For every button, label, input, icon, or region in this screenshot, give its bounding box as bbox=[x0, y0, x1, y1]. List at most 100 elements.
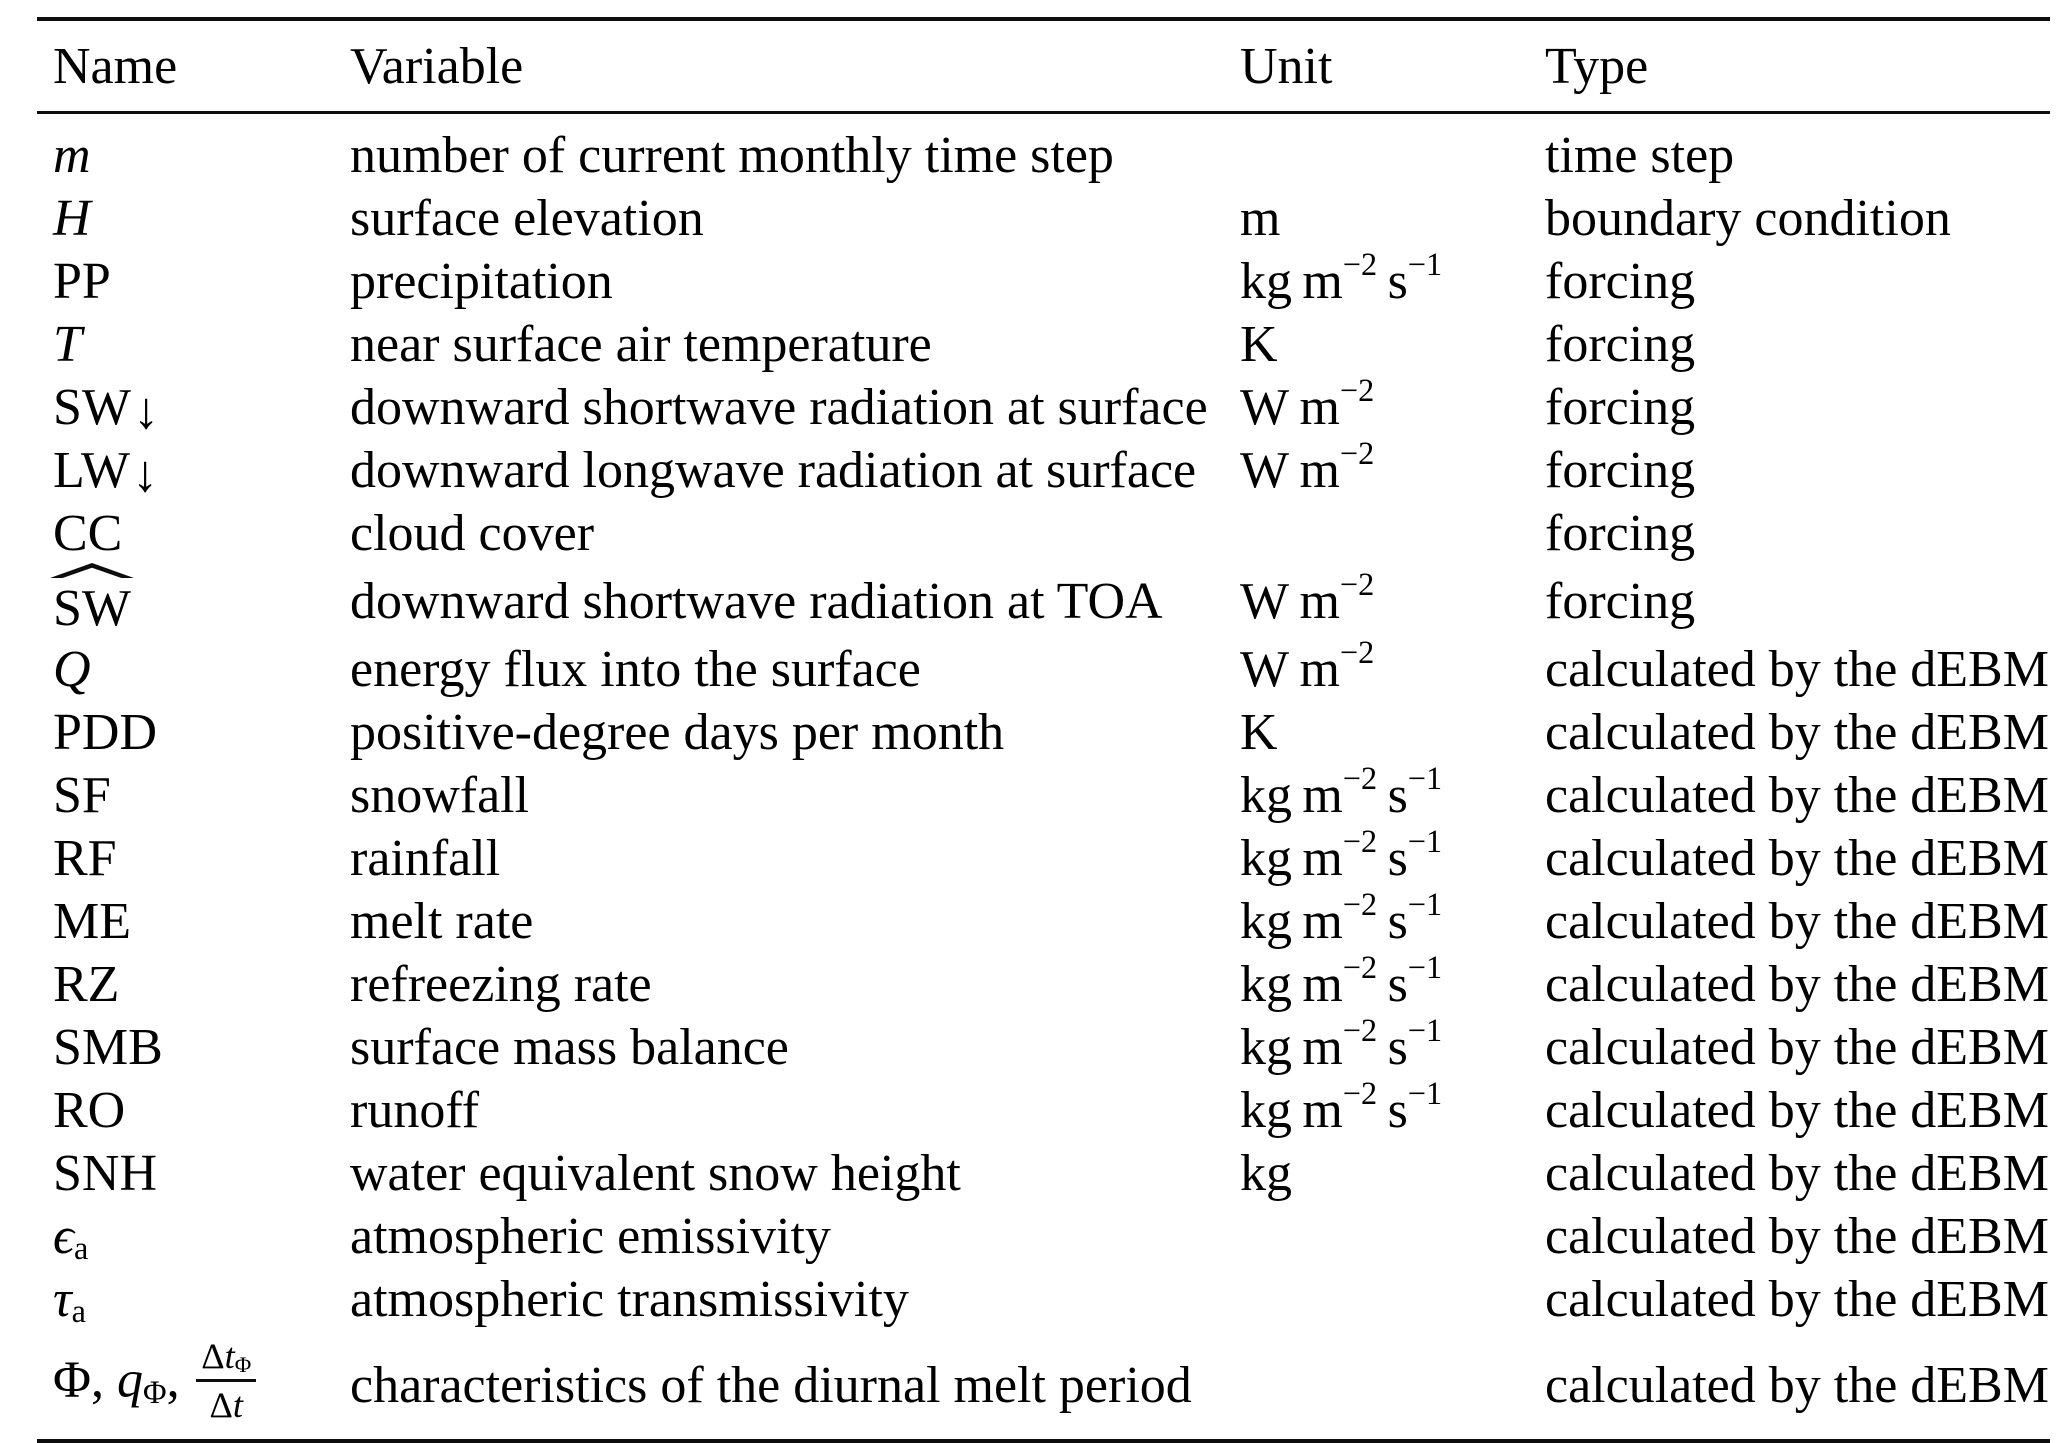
cell-name: PP bbox=[53, 253, 111, 310]
cell-unit: kg m−2 s−1 bbox=[1240, 1011, 1443, 1076]
cell-type: calculated by the dEBM bbox=[1545, 1271, 2049, 1328]
cell-type: time step bbox=[1545, 127, 1735, 184]
table-row: m number of current monthly time step ti… bbox=[37, 113, 2050, 188]
cell-variable: downward shortwave radiation at surface bbox=[350, 379, 1208, 436]
table-header: Name Variable Unit Type bbox=[37, 19, 2050, 114]
cell-type: calculated by the dEBM bbox=[1545, 1082, 2049, 1139]
header-row: Name Variable Unit Type bbox=[37, 19, 2050, 114]
cell-name: m bbox=[53, 127, 91, 184]
cell-name: SNH bbox=[53, 1145, 158, 1202]
table-row: SF snowfall kg m−2 s−1 calculated by the… bbox=[37, 759, 2050, 827]
table-row: LW↓ downward longwave radiation at surfa… bbox=[37, 434, 2050, 503]
variables-table-container: Name Variable Unit Type m number of curr… bbox=[37, 17, 2050, 1443]
cell-variable: cloud cover bbox=[350, 505, 595, 562]
cell-variable: positive-degree days per month bbox=[350, 704, 1005, 761]
cell-type: forcing bbox=[1545, 573, 1696, 630]
cell-unit: kg m−2 s−1 bbox=[1240, 948, 1443, 1013]
cell-type: forcing bbox=[1545, 316, 1696, 373]
cell-name: ME bbox=[53, 893, 131, 950]
table-row: SMB surface mass balance kg m−2 s−1 calc… bbox=[37, 1011, 2050, 1079]
cell-type: forcing bbox=[1545, 253, 1696, 310]
table-row: T near surface air temperature K forcing bbox=[37, 313, 2050, 376]
table-row: Q energy flux into the surface W m−2 cal… bbox=[37, 633, 2050, 701]
cell-variable: number of current monthly time step bbox=[350, 127, 1114, 184]
cell-name: Φ, qΦ, ΔtΦ Δt bbox=[37, 1331, 350, 1441]
cell-name: ϵa bbox=[53, 1208, 89, 1266]
column-header-name: Name bbox=[37, 19, 350, 114]
cell-variable: downward longwave radiation at surface bbox=[350, 442, 1197, 499]
cell-variable: atmospheric transmissivity bbox=[350, 1271, 909, 1328]
cell-type: calculated by the dEBM bbox=[1545, 830, 2049, 887]
cell-type: calculated by the dEBM bbox=[1545, 1019, 2049, 1076]
cell-unit bbox=[1240, 502, 1545, 565]
table-row: SW downward shortwave radiation at TOA W… bbox=[37, 565, 2050, 638]
cell-variable: runoff bbox=[350, 1082, 480, 1139]
cell-variable: refreezing rate bbox=[350, 956, 652, 1013]
cell-type: boundary condition bbox=[1545, 190, 1951, 247]
cell-variable: snowfall bbox=[350, 767, 530, 824]
cell-type: forcing bbox=[1545, 379, 1696, 436]
cell-type: forcing bbox=[1545, 505, 1696, 562]
cell-unit: kg m−2 s−1 bbox=[1240, 759, 1443, 824]
table-row: PDD positive-degree days per month K cal… bbox=[37, 701, 2050, 764]
cell-variable: precipitation bbox=[350, 253, 613, 310]
table-row: SNH water equivalent snow height kg calc… bbox=[37, 1142, 2050, 1205]
cell-unit: kg m−2 s−1 bbox=[1240, 822, 1443, 887]
cell-unit: kg m−2 s−1 bbox=[1240, 245, 1443, 310]
cell-type: calculated by the dEBM bbox=[1545, 767, 2049, 824]
table-row: H surface elevation m boundary condition bbox=[37, 187, 2050, 250]
cell-name: SMB bbox=[53, 1019, 163, 1076]
cell-unit: kg bbox=[1240, 1145, 1292, 1202]
cell-type: calculated by the dEBM bbox=[1545, 1145, 2049, 1202]
cell-unit: m bbox=[1240, 190, 1281, 247]
cell-unit bbox=[1240, 1331, 1545, 1441]
table-row: PP precipitation kg m−2 s−1 forcing bbox=[37, 245, 2050, 313]
cell-variable: water equivalent snow height bbox=[350, 1145, 961, 1202]
cell-name: τa bbox=[53, 1271, 86, 1329]
cell-type: calculated by the dEBM bbox=[1545, 1208, 2049, 1265]
cell-name: Q bbox=[53, 641, 91, 698]
cell-name: PDD bbox=[53, 704, 158, 761]
cell-variable: surface mass balance bbox=[350, 1019, 789, 1076]
cell-variable: surface elevation bbox=[350, 190, 704, 247]
cell-variable: melt rate bbox=[350, 893, 534, 950]
column-header-type: Type bbox=[1545, 19, 2050, 114]
cell-name: SW bbox=[53, 580, 131, 637]
table-row: ϵa atmospheric emissivity calculated by … bbox=[37, 1205, 2050, 1268]
table-row: τa atmospheric transmissivity calculated… bbox=[37, 1268, 2050, 1331]
cell-unit: W m−2 bbox=[1240, 565, 1375, 630]
cell-variable: downward shortwave radiation at TOA bbox=[350, 573, 1163, 630]
variables-table: Name Variable Unit Type m number of curr… bbox=[37, 17, 2050, 1443]
cell-type: calculated by the dEBM bbox=[1545, 704, 2049, 761]
table-row: CC cloud cover forcing bbox=[37, 502, 2050, 565]
table-row: Φ, qΦ, ΔtΦ Δt characteristics of the diur… bbox=[37, 1331, 2050, 1441]
table-row: RZ refreezing rate kg m−2 s−1 calculated… bbox=[37, 948, 2050, 1016]
cell-type: calculated by the dEBM bbox=[1545, 956, 2049, 1013]
table-row: RO runoff kg m−2 s−1 calculated by the d… bbox=[37, 1077, 2050, 1142]
cell-variable: near surface air temperature bbox=[350, 316, 932, 373]
table-row: RF rainfall kg m−2 s−1 calculated by the… bbox=[37, 822, 2050, 890]
column-header-unit: Unit bbox=[1240, 19, 1545, 114]
cell-unit: W m−2 bbox=[1240, 371, 1375, 436]
cell-unit bbox=[1240, 1268, 1545, 1331]
table-row: SW↓ downward shortwave radiation at surf… bbox=[37, 371, 2050, 441]
cell-variable: atmospheric emissivity bbox=[350, 1208, 831, 1265]
cell-type: calculated by the dEBM bbox=[1545, 641, 2049, 698]
cell-unit: W m−2 bbox=[1240, 434, 1375, 499]
cell-type: forcing bbox=[1545, 442, 1696, 499]
cell-name: H bbox=[53, 190, 91, 247]
cell-name: SF bbox=[53, 767, 111, 824]
cell-unit bbox=[1240, 1205, 1545, 1268]
cell-variable: energy flux into the surface bbox=[350, 641, 921, 698]
cell-name: SW↓ bbox=[53, 379, 160, 441]
column-header-variable: Variable bbox=[350, 19, 1240, 114]
table-row: ME melt rate kg m−2 s−1 calculated by th… bbox=[37, 885, 2050, 953]
cell-type: calculated by the dEBM bbox=[1545, 893, 2049, 950]
cell-type: calculated by the dEBM bbox=[1545, 1356, 2049, 1414]
cell-unit: W m−2 bbox=[1240, 633, 1375, 698]
cell-name: RO bbox=[53, 1082, 126, 1139]
cell-name: RZ bbox=[53, 956, 120, 1013]
cell-unit: K bbox=[1240, 316, 1278, 373]
cell-unit: kg m−2 s−1 bbox=[1240, 885, 1443, 950]
